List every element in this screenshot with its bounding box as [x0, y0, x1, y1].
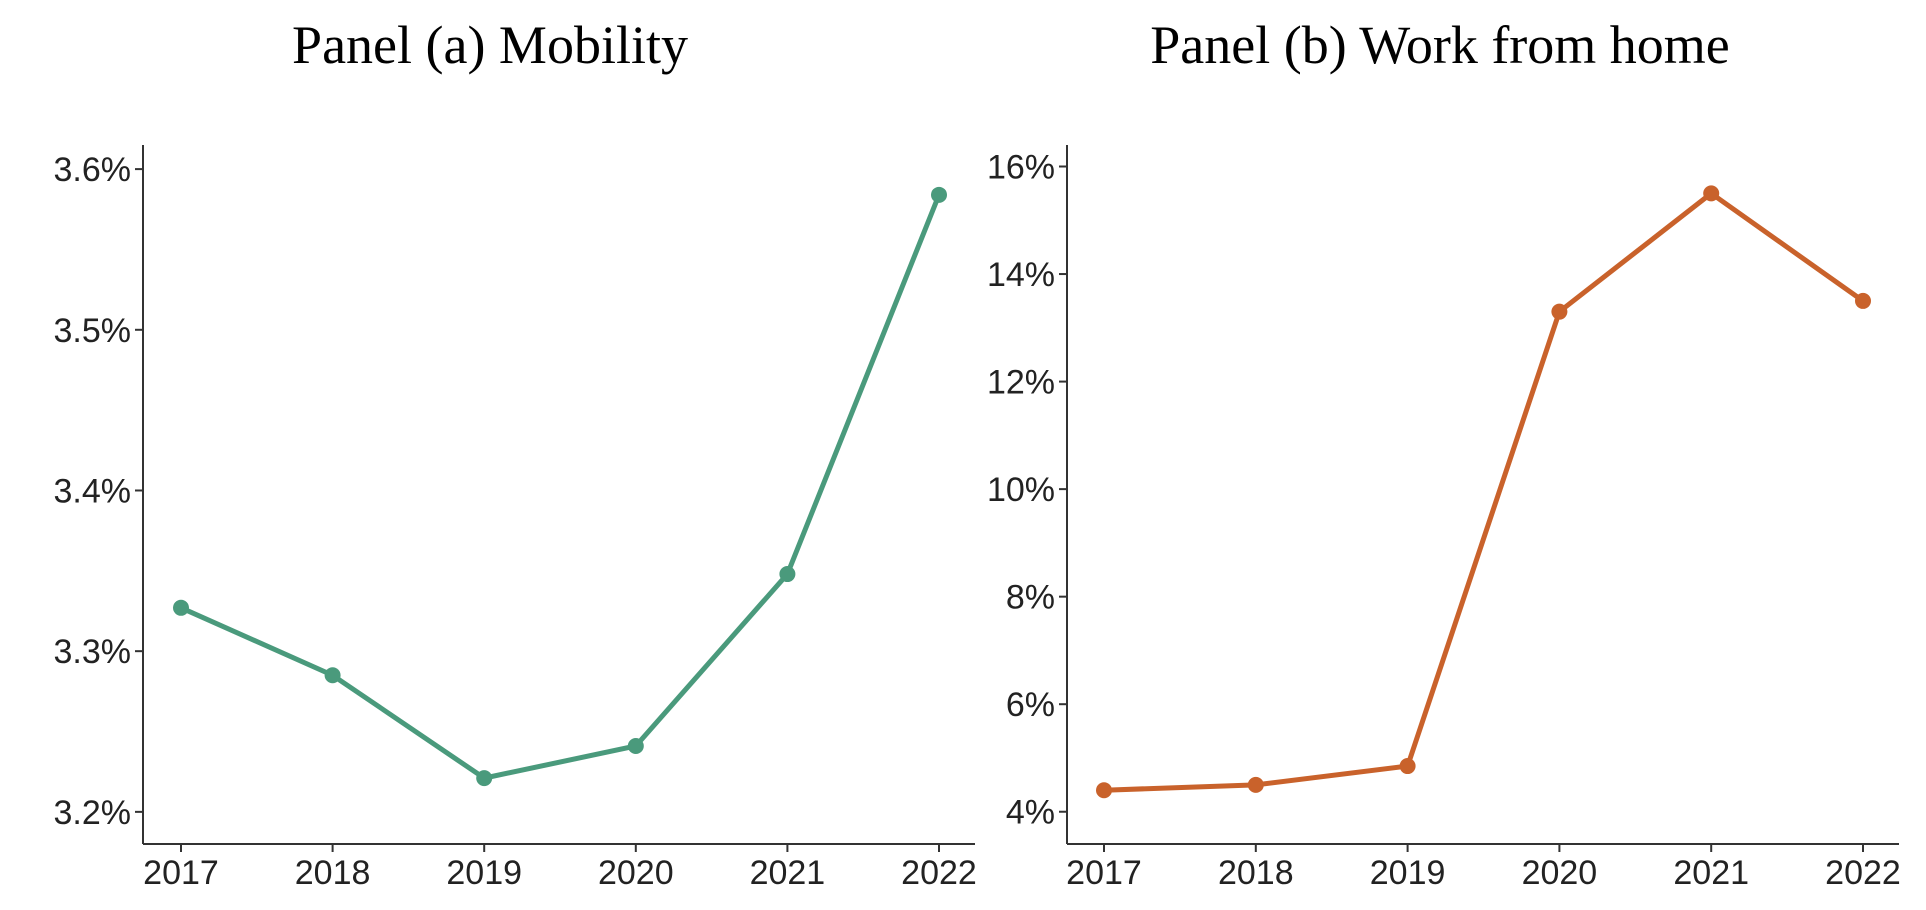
- y-tick-label: 8%: [1006, 579, 1055, 617]
- x-tick-label: 2017: [143, 854, 219, 892]
- data-point-a-2021[interactable]: [779, 566, 796, 583]
- x-tick-label: 2021: [1673, 854, 1749, 892]
- y-tick-label: 6%: [1006, 686, 1055, 724]
- panel-a-chart: 3.2% 3.3% 3.4% 3.5% 3.6% 2017 2018 2019 2020 2021…: [54, 145, 977, 892]
- y-tick-label: 3.6%: [54, 151, 132, 189]
- data-point-a-2020[interactable]: [627, 737, 644, 754]
- data-point-b-2021[interactable]: [1703, 185, 1720, 202]
- data-point-a-2022[interactable]: [931, 186, 947, 203]
- x-tick-label: 2018: [1218, 854, 1294, 892]
- x-tick-label: 2018: [295, 854, 371, 892]
- x-tick-label: 2019: [446, 854, 522, 892]
- series-line-a: [179, 193, 942, 781]
- y-tick-label: 10%: [987, 471, 1055, 509]
- data-point-b-2017[interactable]: [1096, 782, 1112, 799]
- x-tick-label: 2021: [750, 854, 826, 892]
- x-tick-label: 2022: [901, 854, 977, 892]
- data-point-b-2019[interactable]: [1399, 758, 1416, 775]
- panel-b-title: Panel (b) Work from home: [1150, 15, 1730, 75]
- x-tick-label: 2020: [598, 854, 674, 892]
- y-tick-label: 12%: [987, 364, 1055, 402]
- y-tick-label: 14%: [987, 256, 1055, 294]
- x-tick-label: 2022: [1825, 854, 1901, 892]
- panel-b-chart: 4% 6% 8% 10% 12% 14% 16% 2017 2018 2019 2020 2021 20…: [987, 145, 1901, 892]
- y-tick-label: 16%: [987, 149, 1055, 187]
- data-point-a-2019[interactable]: [476, 770, 493, 787]
- y-tick-label: 4%: [1006, 794, 1055, 832]
- data-point-b-2020[interactable]: [1551, 303, 1568, 320]
- series-line-b: [1103, 190, 1865, 793]
- y-tick-label: 3.3%: [54, 633, 132, 671]
- x-tick-label: 2019: [1370, 854, 1446, 892]
- panel-a-title: Panel (a) Mobility: [292, 15, 688, 75]
- y-tick-label: 3.5%: [54, 312, 132, 350]
- x-tick-label: 2020: [1522, 854, 1598, 892]
- data-point-a-2018[interactable]: [324, 667, 341, 684]
- x-tick-label: 2017: [1066, 854, 1142, 892]
- data-point-a-2017[interactable]: [173, 599, 189, 616]
- data-point-b-2022[interactable]: [1855, 292, 1871, 309]
- y-tick-label: 3.4%: [54, 472, 132, 510]
- y-tick-label: 3.2%: [54, 794, 132, 832]
- data-point-b-2018[interactable]: [1247, 776, 1264, 793]
